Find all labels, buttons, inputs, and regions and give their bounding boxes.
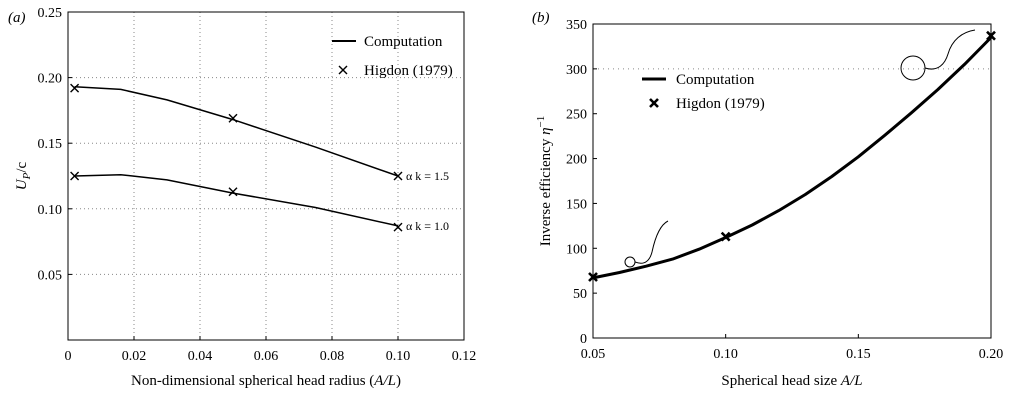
x-tick-label: 0.15	[846, 347, 871, 362]
higdon-point	[228, 187, 238, 197]
x-tick-label: 0.05	[581, 347, 606, 362]
panel-b-legend: Computation Higdon (1979)	[642, 72, 765, 112]
large-head-swimmer-sketch	[900, 29, 976, 81]
x-tick-label: 0.08	[320, 349, 345, 364]
y-tick-label: 0.05	[38, 268, 63, 283]
panel-b-ticks: 0.05 0.10 0.15 0.20 0 50 100 150 200 250 300 350	[566, 18, 1003, 362]
legend-computation-label: Computation	[364, 34, 443, 50]
higdon-point	[228, 113, 238, 123]
legend-higdon-marker	[649, 98, 659, 108]
panel-a-label: (a)	[8, 10, 26, 26]
higdon-point	[393, 171, 403, 181]
panel-b-ylabel: Inverse efficiency η−1	[535, 116, 554, 247]
higdon-point	[393, 222, 403, 232]
legend-higdon-marker	[338, 65, 348, 75]
panel-a-legend: Computation Higdon (1979)	[332, 34, 453, 79]
higdon-point	[70, 83, 80, 93]
x-tick-label: 0.12	[452, 349, 477, 364]
panel-a-series: α k = 1.5 α k = 1.0	[70, 83, 449, 233]
y-tick-label: 0	[580, 332, 587, 347]
computation-line	[592, 36, 993, 280]
panel-b-label: (b)	[532, 10, 550, 26]
x-tick-label: 0.10	[386, 349, 411, 364]
series-annotation: α k = 1.0	[406, 219, 449, 233]
y-tick-label: 100	[566, 242, 587, 257]
y-tick-label: 0.20	[38, 72, 63, 87]
x-tick-label: 0.02	[122, 349, 147, 364]
series-annotation: α k = 1.5	[406, 169, 449, 183]
y-tick-label: 0.10	[38, 203, 63, 218]
y-tick-label: 0.25	[38, 6, 63, 21]
x-tick-label: 0.20	[979, 347, 1004, 362]
panel-b-series	[588, 30, 996, 282]
panel-a: (a) 0 0.02 0.04 0.06 0.08 0.10 0.12 0.05 0.10 0.1…	[8, 6, 476, 389]
computation-line-1	[74, 86, 399, 177]
higdon-point	[70, 171, 80, 181]
y-tick-label: 350	[566, 18, 587, 33]
higdon-point	[720, 231, 731, 242]
higdon-point	[986, 30, 996, 41]
small-head-swimmer-sketch	[624, 220, 669, 268]
panel-a-ylabel: UP/c	[14, 161, 33, 190]
panel-b: (b) 0.05 0.10 0.15 0.20 0 50 100 150 200 250 300 35…	[532, 10, 1003, 389]
higdon-point	[588, 272, 598, 282]
panel-b-frame	[592, 23, 992, 339]
legend-higdon-label: Higdon (1979)	[364, 63, 453, 79]
y-tick-label: 200	[566, 153, 587, 168]
y-tick-label: 150	[566, 197, 587, 212]
legend-computation-label: Computation	[676, 72, 755, 88]
computation-line-2	[74, 173, 399, 227]
x-tick-label: 0.04	[188, 349, 213, 364]
panel-b-xlabel: Spherical head size A/L	[721, 373, 862, 389]
y-tick-label: 50	[573, 287, 587, 302]
legend-higdon-label: Higdon (1979)	[676, 96, 765, 112]
panel-a-xlabel: Non-dimensional spherical head radius (A…	[131, 373, 401, 389]
y-tick-label: 250	[566, 108, 587, 123]
y-tick-label: 0.15	[38, 137, 63, 152]
x-tick-label: 0.06	[254, 349, 279, 364]
y-tick-label: 300	[566, 63, 587, 78]
x-tick-label: 0.10	[713, 347, 738, 362]
x-tick-label: 0	[65, 349, 72, 364]
panel-a-ticks: 0 0.02 0.04 0.06 0.08 0.10 0.12 0.05 0.10 0.15 0.2…	[38, 6, 477, 364]
